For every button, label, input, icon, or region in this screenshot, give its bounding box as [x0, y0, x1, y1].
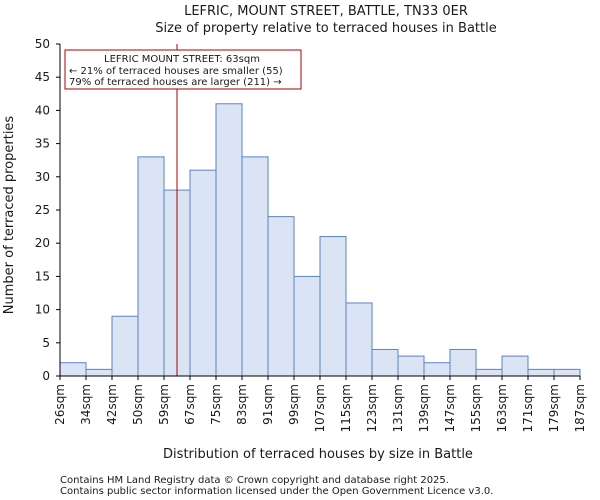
- y-tick-label: 45: [35, 70, 50, 84]
- y-tick-label: 30: [35, 170, 50, 184]
- x-tick-label: 26sqm: [53, 384, 67, 425]
- bar-107sqm: [319, 236, 347, 377]
- x-tick-label: 163sqm: [495, 384, 509, 432]
- bar-171sqm: [527, 368, 555, 377]
- y-tick-label: 40: [35, 103, 50, 117]
- bar-131sqm: [397, 355, 425, 377]
- x-tick-label: 115sqm: [339, 384, 353, 432]
- y-tick-label: 35: [35, 137, 50, 151]
- x-tick-label: 155sqm: [469, 384, 483, 432]
- bar-123sqm: [371, 348, 399, 377]
- chart-title: LEFRIC, MOUNT STREET, BATTLE, TN33 0ER: [184, 4, 468, 19]
- bar-179sqm: [553, 368, 581, 377]
- y-tick-label: 0: [42, 369, 50, 383]
- x-tick-label: 34sqm: [79, 384, 93, 425]
- annotation-line-3: 79% of terraced houses are larger (211) …: [69, 77, 282, 88]
- footer-line-1: Contains HM Land Registry data © Crown c…: [60, 475, 449, 486]
- x-tick-label: 147sqm: [443, 384, 457, 432]
- x-tick-label: 91sqm: [261, 384, 275, 425]
- y-tick-label: 5: [42, 336, 50, 350]
- y-axis-label: Number of terraced properties: [2, 116, 17, 315]
- bar-115sqm: [345, 302, 373, 377]
- annotation-line-2: ← 21% of terraced houses are smaller (55…: [69, 66, 283, 77]
- bar-83sqm: [241, 156, 269, 377]
- bar-155sqm: [475, 368, 503, 377]
- chart-subtitle: Size of property relative to terraced ho…: [155, 21, 496, 36]
- x-tick-label: 59sqm: [157, 384, 171, 425]
- x-axis-ticks: 26sqm 34sqm 42sqm 50sqm 59sqm 67sqm 75sqm 83sqm…: [53, 376, 587, 432]
- bars: [59, 103, 581, 377]
- bar-67sqm: [189, 169, 217, 377]
- x-tick-label: 50sqm: [131, 384, 145, 425]
- bar-147sqm: [449, 348, 477, 377]
- x-tick-label: 67sqm: [183, 384, 197, 425]
- x-tick-label: 187sqm: [573, 384, 587, 432]
- x-tick-label: 131sqm: [391, 384, 405, 432]
- bar-163sqm: [501, 355, 529, 377]
- x-tick-label: 123sqm: [365, 384, 379, 432]
- x-tick-label: 139sqm: [417, 384, 431, 432]
- x-tick-label: 75sqm: [209, 384, 223, 425]
- x-tick-label: 99sqm: [287, 384, 301, 425]
- bar-75sqm: [215, 103, 243, 377]
- y-tick-label: 10: [35, 303, 50, 317]
- bar-42sqm: [111, 315, 139, 377]
- bar-50sqm: [137, 156, 165, 377]
- y-tick-label: 50: [35, 37, 50, 51]
- annotation-box: [64, 49, 302, 90]
- x-tick-label: 107sqm: [313, 384, 327, 432]
- bar-26sqm: [59, 362, 87, 377]
- x-axis-label: Distribution of terraced houses by size …: [163, 447, 473, 462]
- y-tick-label: 25: [35, 203, 50, 217]
- x-tick-label: 171sqm: [521, 384, 535, 432]
- y-tick-label: 15: [35, 269, 50, 283]
- x-tick-label: 83sqm: [235, 384, 249, 425]
- bar-34sqm: [85, 368, 113, 377]
- x-tick-label: 42sqm: [105, 384, 119, 425]
- y-axis-ticks: 0 5 10 15 20 25 30 35 40 45 50: [35, 37, 60, 383]
- footer-line-2: Contains public sector information licen…: [60, 486, 493, 497]
- bar-139sqm: [423, 362, 451, 377]
- y-tick-label: 20: [35, 236, 50, 250]
- annotation-line-1: LEFRIC MOUNT STREET: 63sqm: [104, 54, 260, 65]
- x-tick-label: 179sqm: [547, 384, 561, 432]
- bar-99sqm: [293, 275, 321, 377]
- bar-91sqm: [267, 216, 295, 377]
